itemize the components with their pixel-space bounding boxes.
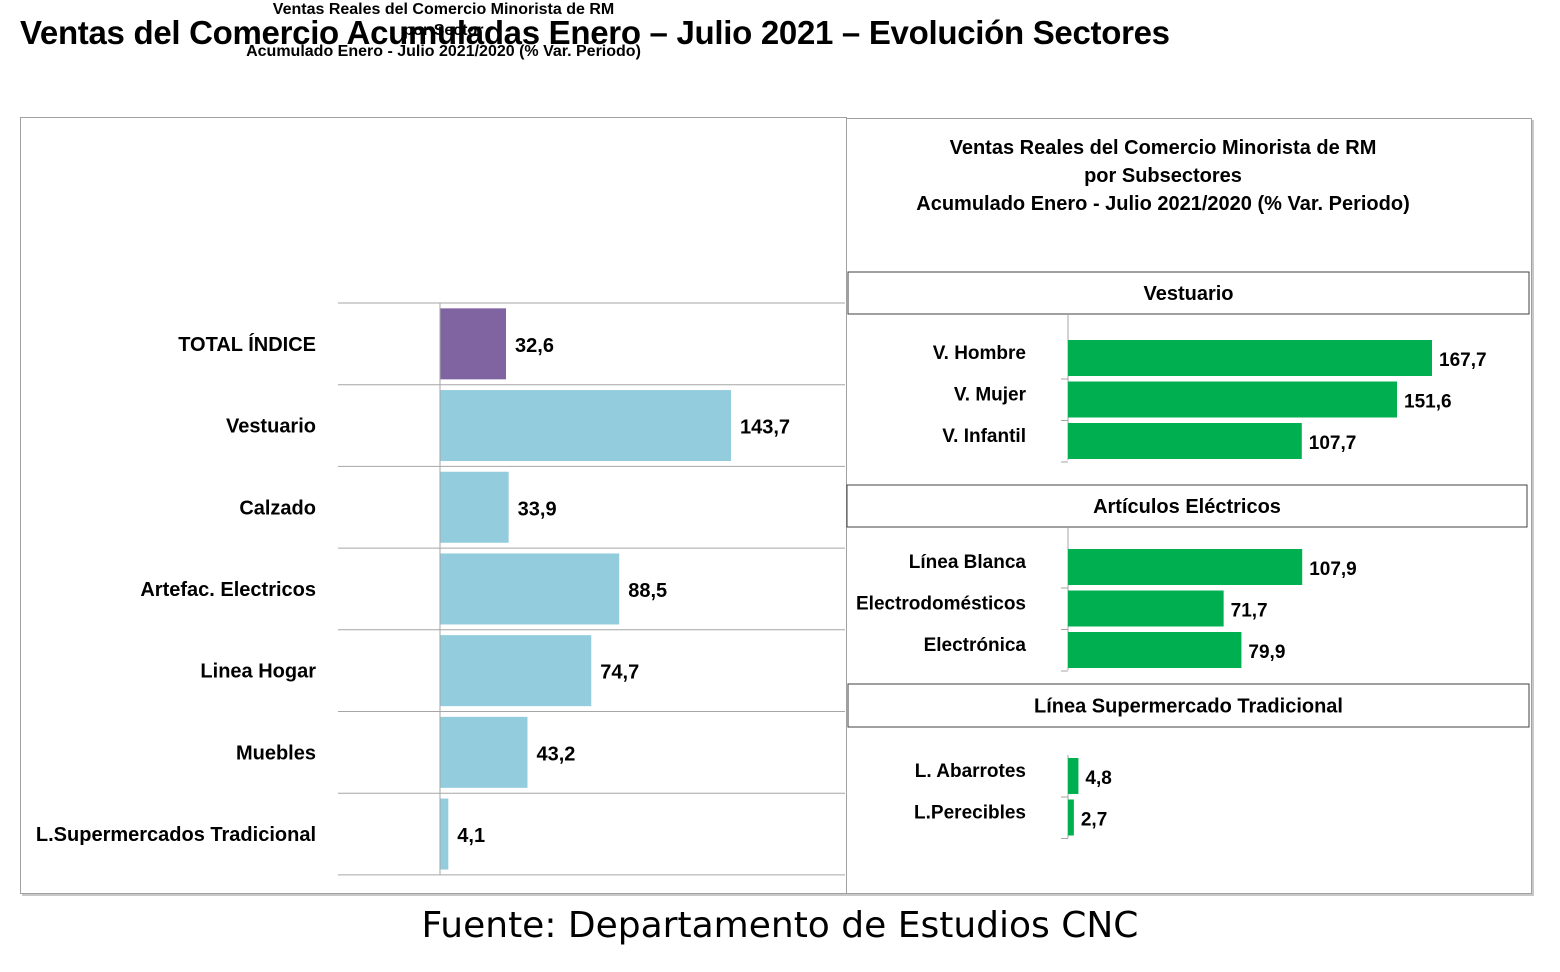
sector-category-label: TOTAL ÍNDICE (178, 333, 316, 356)
subsector-value-label: 2,7 (1081, 810, 1107, 831)
subsector-value-label: 151,6 (1404, 392, 1452, 413)
subsector-bar (1068, 799, 1074, 836)
subsector-group-header (847, 683, 1530, 728)
sector-category-label: Artefac. Electricos (140, 579, 316, 601)
sector-category-label: Muebles (236, 742, 316, 764)
sector-chart-title-line-1: Ventas Reales del Comercio Minorista de … (272, 1, 615, 18)
subsector-bar (1068, 632, 1242, 668)
sector-category-label: Calzado (239, 497, 316, 519)
subsector-value-label: 79,9 (1248, 642, 1285, 663)
subsector-group-title: Línea Supermercado Tradicional (1034, 696, 1343, 718)
source-note: Fuente: Departamento de Estudios CNC (421, 905, 1139, 946)
sector-value-label: 32,6 (515, 335, 554, 357)
sector-value-label: 88,5 (628, 580, 667, 602)
sector-category-label: L.Supermercados Tradicional (36, 824, 316, 846)
subsector-category-label: L.Perecibles (914, 803, 1026, 824)
sector-value-label: 4,1 (457, 825, 485, 847)
sector-bar (440, 798, 449, 870)
subsector-group-header (846, 484, 1528, 528)
subsector-chart-title-line-2: por Subsectores (1084, 165, 1242, 187)
subsector-value-label: 107,7 (1309, 433, 1357, 454)
subsector-chart-title-line-1: Ventas Reales del Comercio Minorista de … (949, 137, 1377, 159)
sector-bar (440, 471, 509, 543)
subsector-bar (1068, 340, 1432, 376)
page-title: Ventas del Comercio Acumuladas Enero – J… (20, 14, 1170, 51)
subsector-value-label: 107,9 (1309, 559, 1357, 580)
subsector-category-label: Electrónica (924, 635, 1027, 656)
sector-bar (440, 635, 592, 707)
subsector-bar (1068, 758, 1079, 794)
sector-category-label: Vestuario (226, 416, 316, 438)
sector-bar (440, 390, 731, 462)
subsector-chart-title: Ventas Reales del Comercio Minorista de … (846, 134, 1480, 218)
subsector-bar (1068, 423, 1302, 459)
sector-value-label: 74,7 (600, 662, 639, 684)
subsector-category-label: V. Mujer (954, 385, 1027, 406)
subsector-value-label: 71,7 (1231, 601, 1268, 622)
subsector-group-title: Artículos Eléctricos (1093, 496, 1281, 518)
sector-category-label: Linea Hogar (200, 661, 316, 683)
sector-chart-panel (20, 117, 847, 894)
sector-chart-title-line-3: Acumulado Enero - Julio 2021/2020 (% Var… (246, 42, 641, 60)
sector-value-label: 33,9 (518, 498, 557, 520)
subsector-category-label: Línea Blanca (909, 552, 1027, 573)
subsector-bar (1068, 590, 1224, 627)
sector-value-label: 143,7 (740, 417, 790, 439)
subsector-chart-title-line-3: Acumulado Enero - Julio 2021/2020 (% Var… (916, 193, 1410, 215)
subsector-value-label: 4,8 (1085, 768, 1111, 789)
subsector-value-label: 167,7 (1439, 350, 1487, 371)
subsector-category-label: V. Infantil (942, 426, 1026, 447)
subsector-bar (1068, 381, 1398, 418)
sector-bar (440, 308, 507, 380)
subsector-category-label: L. Abarrotes (915, 761, 1026, 782)
subsector-group-header (847, 271, 1530, 315)
subsector-category-label: V. Hombre (933, 343, 1026, 364)
subsector-group-title: Vestuario (1143, 283, 1233, 305)
subsector-bar (1068, 549, 1303, 585)
sector-chart-title-line-2: por Sector (403, 21, 484, 39)
sector-bar (440, 553, 620, 625)
sector-chart-title: Ventas Reales del Comercio Minorista de … (20, 0, 867, 62)
sector-bar (440, 716, 528, 788)
subsector-category-label: Electrodomésticos (856, 594, 1026, 615)
sector-value-label: 43,2 (536, 743, 575, 765)
